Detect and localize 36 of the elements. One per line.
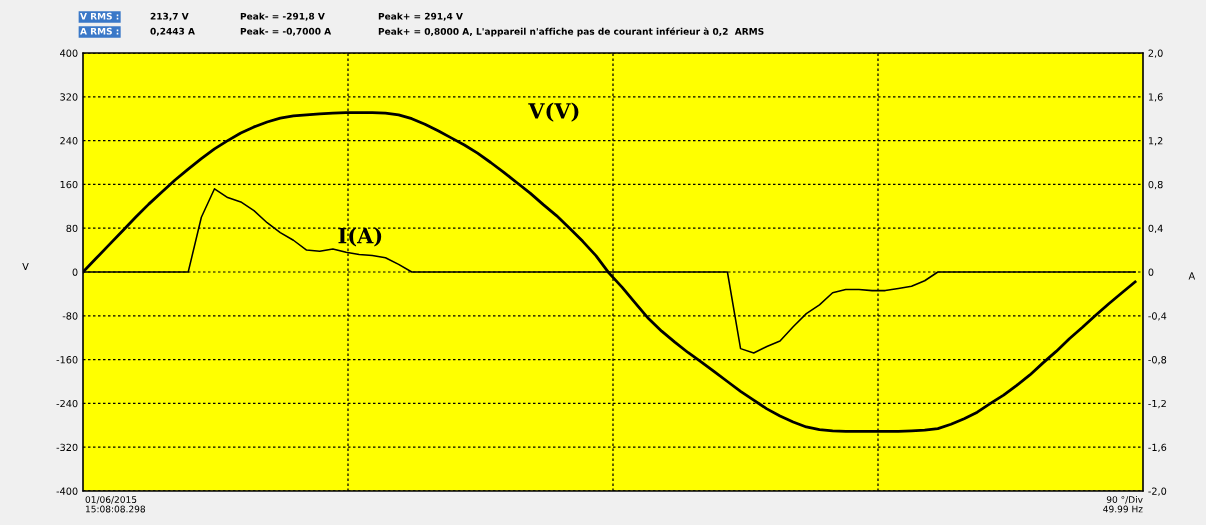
y2-tick-label: 0,4: [1148, 224, 1163, 234]
y2-tick-label: 2,0: [1148, 49, 1163, 58]
text: 0,2443 A: [150, 27, 195, 36]
text: 213,7 V: [150, 12, 189, 21]
y2-tick-label: -0,8: [1148, 356, 1167, 365]
text: Peak+ = 291,4 V: [378, 12, 463, 21]
y-tick-label: 80: [66, 224, 78, 233]
y2-tick-label: 0,8: [1148, 180, 1163, 190]
y-tick-label: 0: [72, 268, 78, 276]
text: Peak+ = 0,8000 A, L'appareil n'affiche pas de courant inférieur à 0,2 ARMS: [378, 27, 764, 37]
y-tick-label: -80: [62, 312, 78, 320]
text: Peak- = -291,8 V: [240, 12, 325, 21]
y2-tick-label: 0: [1148, 268, 1154, 276]
y-tick-label: 320: [60, 93, 78, 101]
y2-tick-label: -2,0: [1148, 487, 1167, 496]
text: 01/06/2015 15:08:08.298: [85, 496, 146, 513]
y2-tick-label: -1,2: [1148, 399, 1166, 409]
text: V(V): [528, 102, 579, 122]
y-tick-label: -320: [56, 443, 78, 452]
y2-tick-label: -1,6: [1148, 443, 1167, 453]
y2-tick-label: 1,6: [1148, 93, 1163, 102]
y-tick-label: -400: [56, 487, 78, 495]
series-label: I(A): [338, 227, 382, 247]
y-tick-label: 160: [60, 180, 78, 189]
y-tick-label: -160: [56, 356, 78, 364]
y-tick-label: -240: [56, 399, 78, 408]
y2-axis-title: A: [1188, 272, 1196, 280]
text: A RMS :: [80, 27, 119, 35]
text: V RMS :: [80, 12, 119, 20]
y-axis-title: V: [22, 262, 29, 270]
y-tick-label: 400: [60, 49, 78, 57]
text: Peak- = -0,7000 A: [240, 27, 332, 36]
y2-tick-label: -0,4: [1148, 312, 1167, 321]
y2-tick-label: 1,2: [1148, 137, 1163, 146]
y-tick-label: 240: [60, 137, 78, 145]
text: 90 °/Div 49.99 Hz: [1103, 496, 1143, 513]
